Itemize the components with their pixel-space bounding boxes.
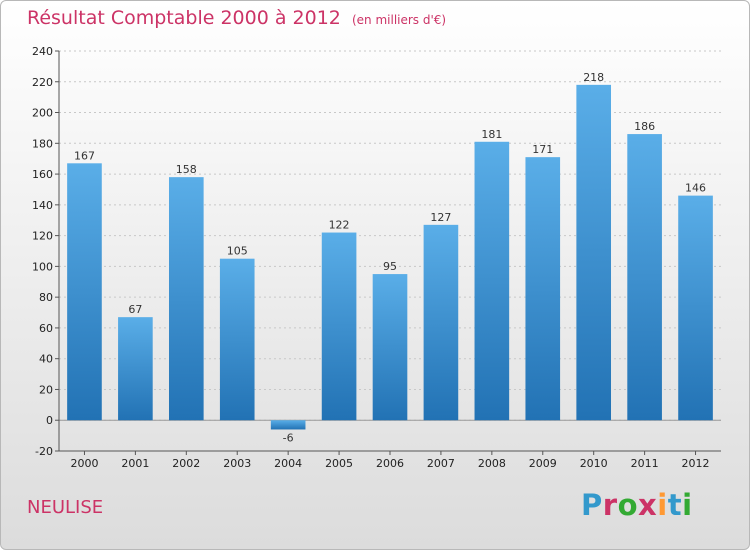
data-label-2007: 127 [430, 211, 451, 224]
x-tick-label-2012: 2012 [682, 457, 710, 470]
x-tick-label-2005: 2005 [325, 457, 353, 470]
x-tick-label-2009: 2009 [529, 457, 557, 470]
data-label-2003: 105 [227, 245, 248, 258]
bar-2010[interactable] [576, 84, 612, 421]
data-label-2005: 122 [329, 219, 350, 232]
y-tick-label: 60 [39, 322, 53, 335]
data-label-2008: 181 [481, 128, 502, 141]
data-label-2010: 218 [583, 71, 604, 84]
y-tick-label: 20 [39, 383, 53, 396]
bar-2001[interactable] [118, 317, 153, 421]
bar-2004[interactable] [270, 420, 306, 430]
y-tick-label: -20 [35, 445, 53, 458]
bar-2005[interactable] [321, 232, 357, 421]
logo-letter: i [682, 488, 693, 522]
bar-2008[interactable] [474, 141, 510, 421]
data-label-2011: 186 [634, 120, 655, 133]
x-tick-label-2002: 2002 [172, 457, 200, 470]
data-label-2004: -6 [283, 431, 294, 444]
x-tick-label-2001: 2001 [121, 457, 149, 470]
y-tick-label: 140 [32, 199, 53, 212]
y-tick-label: 0 [46, 414, 53, 427]
y-tick-label: 100 [32, 260, 53, 273]
y-tick-label: 240 [32, 45, 53, 58]
logo-letter: P [581, 488, 603, 522]
y-tick-label: 200 [32, 107, 53, 120]
logo-letter: i [657, 488, 668, 522]
y-tick-label: 220 [32, 76, 53, 89]
bar-2011[interactable] [627, 134, 662, 421]
data-label-2000: 167 [74, 149, 95, 162]
bar-2009[interactable] [525, 157, 561, 421]
chart-title: Résultat Comptable 2000 à 2012 [27, 7, 341, 29]
data-label-2002: 158 [176, 163, 197, 176]
logo-letter: t [667, 488, 683, 522]
bar-2000[interactable] [67, 163, 102, 421]
title-row: Résultat Comptable 2000 à 2012 (en milli… [27, 7, 446, 29]
data-label-2009: 171 [532, 143, 553, 156]
y-tick-label: 180 [32, 137, 53, 150]
x-tick-label-2007: 2007 [427, 457, 455, 470]
bar-2002[interactable] [168, 177, 204, 421]
x-tick-labels: 2000 2001 2002 2003 2004 2005 2006 2007 2008 2009… [70, 457, 709, 470]
logo-letter: o [617, 488, 639, 522]
logo-letter: r [602, 488, 618, 522]
data-labels: 167 67 158 105 -6 122 95 127 181 171 218 186 146 [74, 71, 706, 445]
bars [67, 84, 713, 430]
data-label-2006: 95 [383, 260, 397, 273]
x-tick-label-2003: 2003 [223, 457, 251, 470]
x-tick-label-2000: 2000 [70, 457, 98, 470]
x-tick-label-2008: 2008 [478, 457, 506, 470]
x-tick-label-2004: 2004 [274, 457, 302, 470]
y-tick-label: 40 [39, 353, 53, 366]
bar-2012[interactable] [678, 195, 713, 421]
y-tick-label: 80 [39, 291, 53, 304]
x-tick-label-2011: 2011 [631, 457, 659, 470]
data-label-2001: 67 [128, 303, 142, 316]
y-tick-labels: -20 0 20 40 60 80 100 120 140 160 180 200 220 240 [32, 45, 53, 458]
y-tick-label: 160 [32, 168, 53, 181]
bar-2007[interactable] [423, 224, 459, 421]
chart-subtitle: (en milliers d'€) [351, 13, 447, 27]
x-tick-label-2006: 2006 [376, 457, 404, 470]
x-tick-label-2010: 2010 [580, 457, 608, 470]
data-label-2012: 146 [685, 182, 706, 195]
bar-2006[interactable] [372, 274, 408, 421]
logo-letter: x [638, 488, 658, 522]
bar-2003[interactable] [219, 258, 255, 421]
y-tick-label: 120 [32, 230, 53, 243]
commune-name: NEULISE [27, 497, 104, 518]
proxiti-logo[interactable]: Proxiti [581, 488, 693, 522]
